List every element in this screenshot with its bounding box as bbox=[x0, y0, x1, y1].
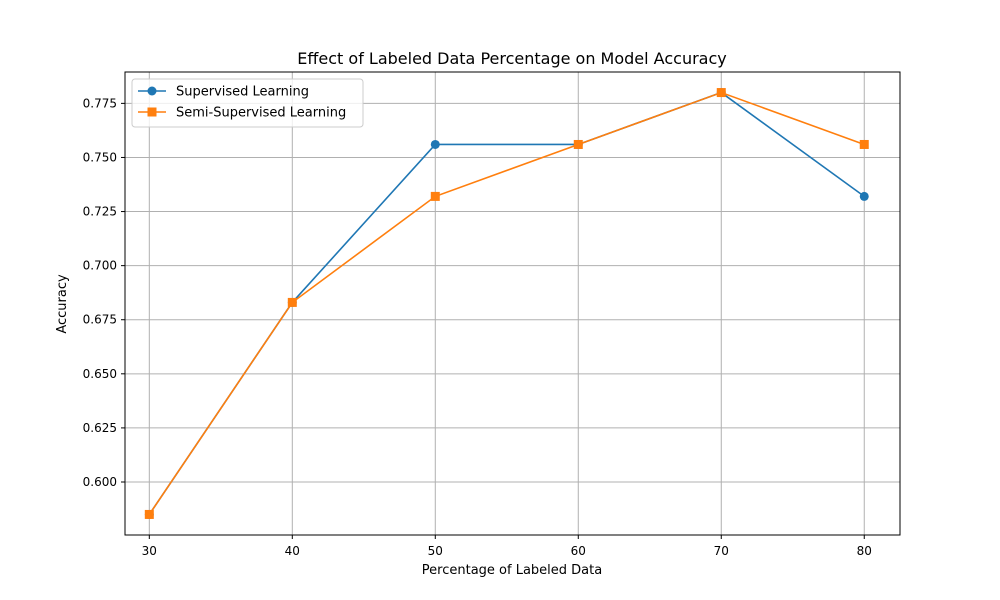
data-point bbox=[430, 139, 440, 149]
series-line bbox=[148, 91, 865, 515]
x-tick-label: 80 bbox=[857, 544, 872, 558]
chart-title: Effect of Labeled Data Percentage on Mod… bbox=[297, 49, 726, 68]
y-tick-label: 0.625 bbox=[83, 421, 117, 435]
series-layer bbox=[144, 88, 869, 519]
x-tick-label: 40 bbox=[285, 544, 300, 558]
y-tick-label: 0.675 bbox=[83, 313, 117, 327]
data-point bbox=[144, 509, 154, 519]
x-axis-label: Percentage of Labeled Data bbox=[422, 563, 602, 578]
data-point bbox=[287, 297, 297, 307]
plot-frame bbox=[124, 71, 901, 536]
y-tick-label: 0.725 bbox=[83, 205, 117, 219]
x-tick-label: 30 bbox=[142, 544, 157, 558]
legend-marker bbox=[147, 107, 157, 117]
y-axis: 0.600 0.625 0.650 0.675 0.700 0.725 0.750 0.775 bbox=[83, 96, 125, 489]
series-line bbox=[148, 91, 865, 515]
data-point bbox=[573, 139, 583, 149]
data-point bbox=[430, 191, 440, 201]
data-point bbox=[859, 191, 869, 201]
data-point bbox=[859, 139, 869, 149]
grid bbox=[125, 72, 900, 535]
legend-marker bbox=[147, 86, 157, 96]
y-tick-label: 0.600 bbox=[83, 475, 117, 489]
y-tick-label: 0.775 bbox=[83, 96, 117, 110]
legend-label: Semi-Supervised Learning bbox=[176, 106, 346, 121]
series-1 bbox=[144, 88, 869, 519]
legend-item: Supervised Learning bbox=[138, 85, 309, 100]
legend-label: Supervised Learning bbox=[176, 85, 309, 100]
x-axis: 30 40 50 60 70 80 bbox=[142, 535, 872, 558]
y-axis-label: Accuracy bbox=[55, 274, 70, 334]
x-tick-label: 60 bbox=[571, 544, 586, 558]
data-point bbox=[716, 88, 726, 98]
y-tick-label: 0.650 bbox=[83, 367, 117, 381]
legend-item: Semi-Supervised Learning bbox=[138, 106, 346, 121]
legend: Supervised Learning Semi-Supervised Learn… bbox=[131, 78, 364, 128]
y-tick-label: 0.750 bbox=[83, 150, 117, 164]
y-tick-label: 0.700 bbox=[83, 259, 117, 273]
legend-box bbox=[131, 78, 364, 128]
x-tick-label: 70 bbox=[714, 544, 729, 558]
x-tick-label: 50 bbox=[428, 544, 443, 558]
series-2 bbox=[144, 88, 869, 519]
